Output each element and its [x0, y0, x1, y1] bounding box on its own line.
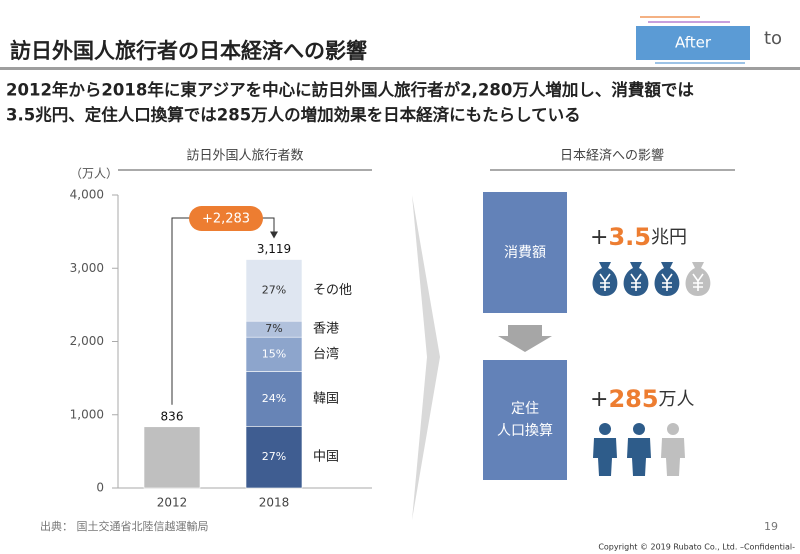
source: 出典： 国土交通省北陸信越運輸局 — [40, 519, 209, 533]
y-tick-label: 3,000 — [70, 261, 104, 275]
share-label: 27% — [262, 283, 286, 296]
impact-title: 日本経済への影響 — [560, 148, 664, 164]
bar-segment — [245, 336, 303, 372]
copyright: Copyright © 2019 Rubato Co., Ltd. –Confi… — [598, 543, 795, 552]
people-icons — [593, 423, 685, 476]
impact-label: 消費額 — [504, 245, 546, 261]
after-badge — [636, 26, 750, 60]
annotation-pill — [189, 206, 263, 231]
total-label: 836 — [161, 409, 184, 423]
segment-name: その他 — [313, 283, 352, 298]
page-number: 19 — [764, 520, 778, 533]
yen-sign — [630, 273, 642, 291]
badge-text: After — [675, 34, 712, 52]
x-tick-label: 2012 — [157, 496, 188, 510]
money-bag — [592, 262, 618, 296]
impact-amount: 3.5 — [608, 223, 651, 251]
money-bag — [623, 262, 649, 296]
slide-title: 訪日外国人旅行者の日本経済への影響 — [10, 39, 367, 63]
y-axis-label: （万人） — [70, 167, 118, 181]
person-head — [667, 423, 679, 435]
bar-segment — [143, 426, 201, 489]
bar-segment — [245, 371, 303, 427]
person-body — [593, 438, 617, 476]
logo: After to — [636, 16, 782, 64]
person-body — [661, 438, 685, 476]
impact-unit: 万人 — [659, 389, 695, 410]
down-arrow — [498, 325, 552, 352]
chevron — [412, 195, 440, 520]
share-label: 24% — [262, 392, 286, 405]
person-head — [633, 423, 645, 435]
yen-sign — [692, 273, 704, 291]
annotation: +2,283 — [202, 212, 250, 227]
bar-segment — [245, 259, 303, 322]
person-body — [627, 438, 651, 476]
money-bag — [685, 262, 711, 296]
impact-prefix: + — [590, 225, 608, 250]
share-label: 7% — [265, 322, 282, 335]
impact-unit: 兆円 — [651, 227, 687, 248]
impact-value: +3.5兆円 — [590, 223, 687, 251]
segment-name: 中国 — [313, 450, 339, 465]
yen-sign — [599, 273, 611, 291]
share-label: 27% — [262, 450, 286, 463]
impact-label: 定住 — [511, 401, 539, 417]
money-bag — [654, 262, 680, 296]
impact-amount: 285 — [608, 385, 658, 413]
y-tick-label: 1,000 — [70, 407, 104, 421]
y-tick-label: 4,000 — [70, 188, 104, 202]
y-tick-label: 0 — [96, 481, 104, 495]
impact-box — [483, 192, 567, 313]
total-label: 3,119 — [257, 242, 291, 256]
y-tick-label: 2,000 — [70, 334, 104, 348]
chart-title: 訪日外国人旅行者数 — [186, 148, 303, 164]
share-label: 15% — [262, 347, 286, 360]
subtitle-line: 2012年から2018年に東アジアを中心に訪日外国人旅行者が2,280万人増加し… — [6, 80, 694, 100]
impact-value: +285万人 — [590, 385, 695, 413]
segment-name: 韓国 — [313, 391, 339, 406]
subtitle-line: 3.5兆円、定住人口換算では285万人の増加効果を日本経済にもたらしている — [6, 105, 581, 125]
title-rule — [0, 67, 800, 70]
impact-prefix: + — [590, 387, 608, 412]
logo-text: to — [764, 28, 782, 49]
impact-label: 人口換算 — [497, 423, 553, 439]
segment-name: 香港 — [313, 322, 339, 337]
segment-name: 台湾 — [313, 346, 339, 362]
bar-segment — [245, 426, 303, 489]
impact-box — [483, 360, 567, 480]
yen-sign — [661, 273, 673, 291]
person-head — [599, 423, 611, 435]
arrow-head — [270, 231, 278, 239]
x-tick-label: 2018 — [259, 496, 290, 510]
money-icons — [592, 262, 711, 296]
